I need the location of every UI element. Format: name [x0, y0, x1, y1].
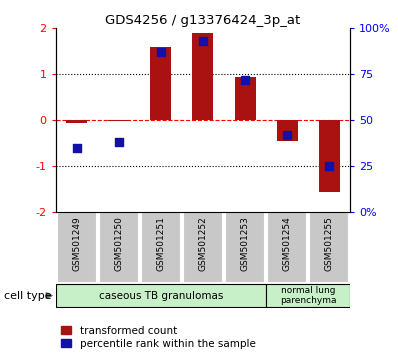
FancyBboxPatch shape — [309, 212, 349, 283]
Text: GSM501252: GSM501252 — [199, 216, 207, 271]
Bar — [193, 33, 213, 120]
Point — [326, 164, 332, 169]
Legend: transformed count, percentile rank within the sample: transformed count, percentile rank withi… — [61, 326, 256, 349]
FancyBboxPatch shape — [183, 212, 223, 283]
Text: GSM501254: GSM501254 — [283, 216, 292, 271]
Text: GSM501255: GSM501255 — [325, 216, 334, 271]
FancyBboxPatch shape — [141, 212, 181, 283]
FancyBboxPatch shape — [56, 284, 266, 308]
FancyBboxPatch shape — [267, 212, 307, 283]
Point — [158, 50, 164, 55]
Bar — [150, 47, 172, 120]
FancyBboxPatch shape — [225, 212, 265, 283]
Text: normal lung
parenchyma: normal lung parenchyma — [280, 286, 336, 305]
FancyBboxPatch shape — [266, 284, 350, 308]
Bar — [234, 77, 256, 120]
Text: GSM501249: GSM501249 — [72, 216, 81, 271]
Point — [74, 145, 80, 151]
Title: GDS4256 / g13376424_3p_at: GDS4256 / g13376424_3p_at — [105, 14, 300, 27]
Text: GSM501251: GSM501251 — [156, 216, 166, 271]
Text: GSM501253: GSM501253 — [240, 216, 250, 271]
Text: caseous TB granulomas: caseous TB granulomas — [99, 291, 223, 301]
Bar — [319, 120, 340, 192]
Point — [284, 132, 290, 138]
Point — [116, 139, 122, 145]
Bar — [108, 120, 129, 121]
FancyBboxPatch shape — [99, 212, 139, 283]
Bar — [277, 120, 298, 141]
Text: GSM501250: GSM501250 — [114, 216, 123, 271]
Point — [242, 77, 248, 83]
Point — [200, 38, 206, 44]
FancyBboxPatch shape — [57, 212, 97, 283]
Bar — [66, 120, 87, 123]
Text: cell type: cell type — [4, 291, 52, 301]
